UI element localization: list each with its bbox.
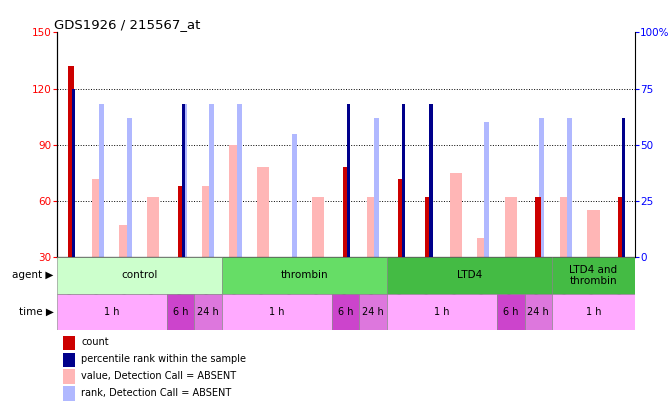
Bar [209, 104, 214, 257]
Text: LTD4: LTD4 [457, 271, 482, 280]
Text: rank, Detection Call = ABSENT: rank, Detection Call = ABSENT [81, 388, 231, 398]
Bar [292, 134, 297, 257]
Text: 6 h: 6 h [173, 307, 188, 317]
Bar [450, 173, 462, 257]
Bar [194, 294, 222, 330]
Bar [387, 294, 497, 330]
Bar [347, 104, 350, 257]
Bar [618, 197, 624, 257]
Text: LTD4 and
thrombin: LTD4 and thrombin [569, 264, 617, 286]
Bar [560, 197, 572, 257]
Bar [257, 167, 269, 257]
Text: thrombin: thrombin [281, 271, 328, 280]
Bar [343, 167, 349, 257]
Bar [430, 104, 433, 257]
Text: 24 h: 24 h [528, 307, 549, 317]
Bar [92, 179, 104, 257]
Bar [332, 294, 359, 330]
Bar [222, 257, 387, 294]
Text: 1 h: 1 h [434, 307, 450, 317]
Bar [147, 197, 159, 257]
Bar [524, 294, 552, 330]
Bar [236, 104, 242, 257]
Bar [63, 352, 75, 367]
Text: 24 h: 24 h [197, 307, 219, 317]
Bar [552, 257, 635, 294]
Text: 1 h: 1 h [104, 307, 120, 317]
Text: count: count [81, 337, 109, 347]
Bar [57, 257, 222, 294]
Bar [63, 336, 75, 350]
Bar [99, 104, 104, 257]
Bar [552, 294, 635, 330]
Text: 24 h: 24 h [362, 307, 384, 317]
Bar [477, 239, 490, 257]
Text: 6 h: 6 h [503, 307, 518, 317]
Bar [222, 294, 332, 330]
Bar [67, 66, 73, 257]
Bar [535, 197, 541, 257]
Bar [120, 225, 132, 257]
Text: 6 h: 6 h [338, 307, 353, 317]
Bar [71, 89, 75, 257]
Bar [367, 197, 379, 257]
Bar [63, 386, 75, 401]
Bar [622, 118, 625, 257]
Text: 1 h: 1 h [586, 307, 601, 317]
Text: percentile rank within the sample: percentile rank within the sample [81, 354, 246, 364]
Text: 1 h: 1 h [269, 307, 285, 317]
Bar [539, 118, 544, 257]
Bar [167, 294, 194, 330]
Bar [63, 369, 75, 384]
Bar [387, 257, 552, 294]
Bar [397, 179, 403, 257]
Bar [497, 294, 524, 330]
Bar [182, 104, 186, 257]
Bar [587, 210, 599, 257]
Bar [567, 118, 572, 257]
Bar [504, 197, 517, 257]
Text: GDS1926 / 215567_at: GDS1926 / 215567_at [54, 18, 200, 31]
Bar [178, 186, 184, 257]
Text: value, Detection Call = ABSENT: value, Detection Call = ABSENT [81, 371, 236, 381]
Bar [57, 294, 167, 330]
Bar [229, 145, 242, 257]
Text: control: control [121, 271, 158, 280]
Bar [202, 186, 214, 257]
Bar [182, 104, 185, 257]
Bar [426, 197, 432, 257]
Bar [402, 104, 405, 257]
Text: agent ▶: agent ▶ [12, 271, 53, 280]
Bar [374, 118, 379, 257]
Bar [484, 122, 490, 257]
Bar [312, 197, 325, 257]
Bar [359, 294, 387, 330]
Bar [127, 118, 132, 257]
Text: time ▶: time ▶ [19, 307, 53, 317]
